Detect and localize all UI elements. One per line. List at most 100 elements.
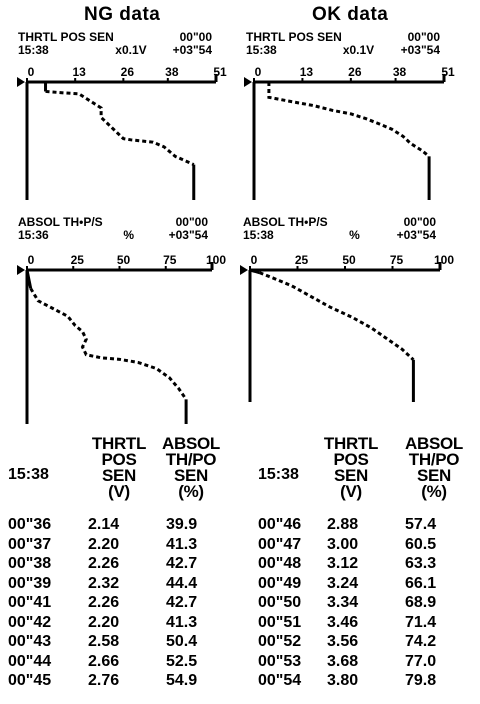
row-percent: 41.3 — [166, 535, 198, 553]
row-time: 00"36 — [8, 516, 52, 533]
tick-label-0-3: 38 — [165, 65, 179, 79]
tick-label-0-1: 13 — [72, 65, 86, 79]
table-row: 00"53 3.68 77.0 — [0, 653, 480, 672]
start-marker-1 — [17, 265, 25, 275]
tick-label-2-2: 26 — [348, 65, 362, 79]
tick-label-3-2: 50 — [342, 253, 356, 267]
series-line-0 — [45, 89, 195, 166]
row-voltage: 2.58 — [88, 633, 120, 650]
tick-label-0-0: 0 — [28, 65, 35, 79]
chart-name-3: ABSOL TH•P/S — [243, 215, 328, 229]
row-percent: 42.7 — [166, 594, 198, 611]
table-row: 00"39 2.32 44.4 — [0, 575, 480, 594]
table-clock: 15:38 — [258, 466, 299, 483]
table-row: 00"43 2.58 50.4 — [0, 633, 480, 652]
tick-label-3-1: 25 — [295, 253, 309, 267]
row-percent: 39.9 — [166, 516, 198, 533]
ok-panel-title: OK data — [312, 4, 389, 25]
row-time: 00"41 — [8, 594, 52, 611]
row-time: 00"47 — [258, 535, 302, 553]
table-clock: 15:38 — [8, 466, 49, 483]
table-row: 00"49 3.24 66.1 — [0, 575, 480, 594]
tick-label-1-3: 75 — [163, 253, 177, 267]
series-line-3 — [258, 271, 415, 361]
chart-time-start-2: 00"00 — [408, 30, 441, 44]
series-start-3 — [249, 268, 260, 275]
row-percent: 60.5 — [405, 535, 437, 553]
row-time: 00"54 — [258, 672, 302, 689]
row-voltage: 3.46 — [327, 613, 359, 631]
chart-time-start-1: 00"00 — [176, 215, 209, 229]
column-header-voltage: THRTL POS SEN (V) — [323, 434, 379, 501]
table-row: 00"48 3.12 63.3 — [0, 555, 480, 574]
chart-clock-1: 15:36 — [18, 228, 49, 242]
tick-label-3-0: 0 — [251, 253, 258, 267]
row-voltage: 2.66 — [88, 652, 120, 670]
row-time: 00"37 — [8, 535, 52, 553]
row-percent: 41.3 — [166, 613, 198, 631]
row-percent: 68.9 — [405, 594, 437, 611]
row-time: 00"38 — [8, 555, 52, 572]
chart-surface: THRTL POS SEN 00"00 15:38 x0.1V +03"54 0 13 26 3… — [17, 30, 455, 424]
tick-label-1-2: 50 — [117, 253, 131, 267]
table-row: 00"51 3.46 71.4 — [0, 614, 480, 633]
start-marker-0 — [17, 77, 25, 87]
table-row: 00"45 2.76 54.9 — [0, 672, 480, 691]
table-row: 00"41 2.26 42.7 — [0, 594, 480, 613]
tick-label-0-2: 26 — [121, 65, 135, 79]
row-voltage: 3.80 — [327, 672, 359, 689]
table-row: 00"52 3.56 74.2 — [0, 633, 480, 652]
series-line-2 — [267, 82, 431, 158]
row-percent: 50.4 — [166, 633, 198, 650]
row-percent: 54.9 — [166, 672, 198, 689]
row-voltage: 2.26 — [88, 555, 120, 572]
row-time: 00"43 — [8, 633, 52, 650]
chart-time-start-0: 00"00 — [180, 30, 213, 44]
row-voltage: 2.14 — [88, 516, 120, 533]
row-voltage: 2.20 — [88, 535, 120, 553]
row-voltage: 3.00 — [327, 535, 359, 553]
row-percent: 57.4 — [405, 516, 437, 533]
row-voltage: 3.68 — [327, 652, 359, 670]
chart-unit-2: x0.1V — [343, 43, 374, 57]
table-row: 00"50 3.34 68.9 — [0, 594, 480, 613]
tick-label-3-3: 75 — [390, 253, 404, 267]
tick-label-1-0: 0 — [28, 253, 35, 267]
row-percent: 63.3 — [405, 555, 437, 572]
row-voltage: 2.32 — [88, 574, 120, 592]
row-percent: 71.4 — [405, 613, 437, 631]
row-percent: 79.8 — [405, 672, 437, 689]
chart-time-range-2: +03"54 — [401, 43, 441, 57]
row-time: 00"48 — [258, 555, 302, 572]
tick-label-1-1: 25 — [71, 253, 85, 267]
row-percent: 52.5 — [166, 652, 198, 670]
table-row: 00"37 2.20 41.3 — [0, 536, 480, 555]
chart-clock-2: 15:38 — [246, 43, 277, 57]
chart-time-start-3: 00"00 — [404, 215, 437, 229]
chart-name-1: ABSOL TH•P/S — [18, 215, 103, 229]
table-row: 00"46 2.88 57.4 — [0, 516, 480, 535]
row-voltage: 3.34 — [327, 594, 359, 611]
row-time: 00"44 — [8, 652, 52, 670]
row-time: 00"45 — [8, 672, 52, 689]
column-header-percent: ABSOL TH/PO SEN (%) — [161, 434, 220, 501]
row-voltage: 2.88 — [327, 516, 359, 533]
row-time: 00"52 — [258, 633, 302, 650]
row-percent: 77.0 — [405, 652, 437, 670]
chart-unit-3: % — [349, 228, 360, 242]
table-row: 00"42 2.20 41.3 — [0, 614, 480, 633]
row-percent: 44.4 — [166, 574, 198, 592]
chart-clock-3: 15:38 — [243, 228, 274, 242]
column-header-percent: ABSOL TH/PO SEN (%) — [404, 434, 463, 501]
column-header-voltage: THRTL POS SEN (V) — [91, 434, 147, 501]
table-row: 00"44 2.66 52.5 — [0, 653, 480, 672]
row-time: 00"49 — [258, 574, 302, 592]
chart-name-0: THRTL POS SEN — [18, 30, 114, 44]
chart-time-range-1: +03"54 — [169, 228, 209, 242]
table-row: 00"47 3.00 60.5 — [0, 536, 480, 555]
table-row: 00"38 2.26 42.7 — [0, 555, 480, 574]
chart-time-range-0: +03"54 — [173, 43, 213, 57]
tick-label-2-3: 38 — [393, 65, 407, 79]
row-voltage: 3.56 — [327, 633, 359, 650]
chart-name-2: THRTL POS SEN — [246, 30, 342, 44]
